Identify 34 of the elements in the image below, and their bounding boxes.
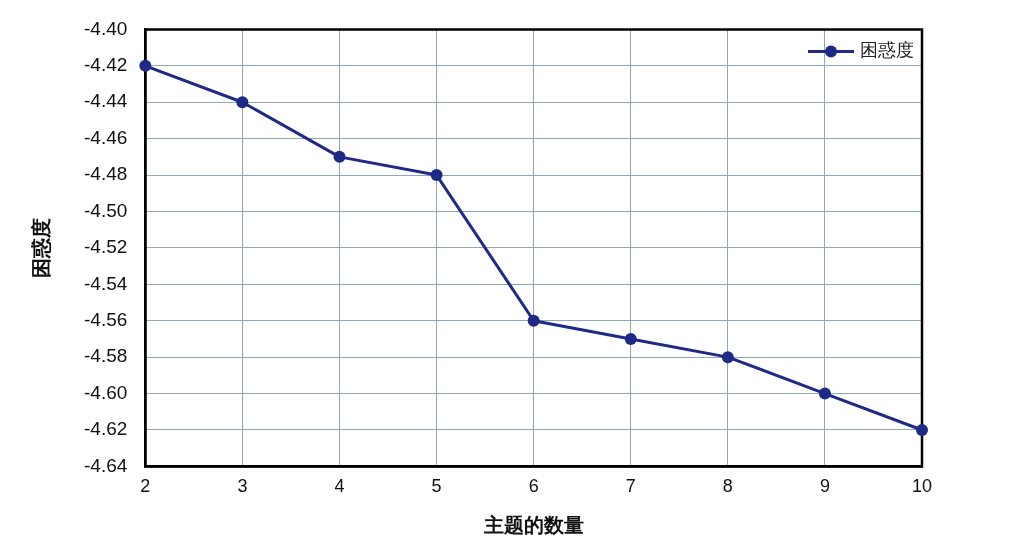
x-axis-title: 主题的数量 [482,513,584,536]
y-tick-label: -4.52 [83,236,128,258]
point [333,150,346,163]
point [721,351,734,364]
point [236,96,249,109]
y-tick-label: -4.60 [83,381,128,403]
y-tick-label: -4.44 [83,90,128,112]
point [818,387,831,400]
y-tick-label: -4.48 [83,163,128,185]
x-tick-label: 3 [237,476,248,497]
x-tick-label: 5 [431,476,442,497]
y-axis-title: 困惑度 [29,217,52,278]
point [916,423,928,436]
x-tick-label: 10 [911,476,933,497]
x-tick-label: 4 [334,476,345,497]
y-tick-label: -4.40 [83,17,128,39]
y-tick-label: -4.54 [83,272,128,294]
x-tick-label: 2 [140,476,151,497]
y-tick-label: -4.56 [83,308,128,330]
point [430,169,443,182]
point [527,314,540,327]
y-tick-label: -4.64 [83,454,128,476]
y-tick-label: -4.46 [83,126,128,148]
point [139,59,152,72]
x-tick-label: 6 [528,476,539,497]
legend-label: 困惑度 [860,40,914,61]
x-tick-label: 9 [819,476,830,497]
point [624,332,637,345]
y-tick-label: -4.58 [83,345,128,367]
y-tick-label: -4.62 [83,418,128,440]
y-tick-label: -4.42 [83,54,128,76]
x-tick-label: 7 [625,476,636,497]
x-tick-label: 8 [722,476,733,497]
y-tick-label: -4.50 [83,199,128,221]
